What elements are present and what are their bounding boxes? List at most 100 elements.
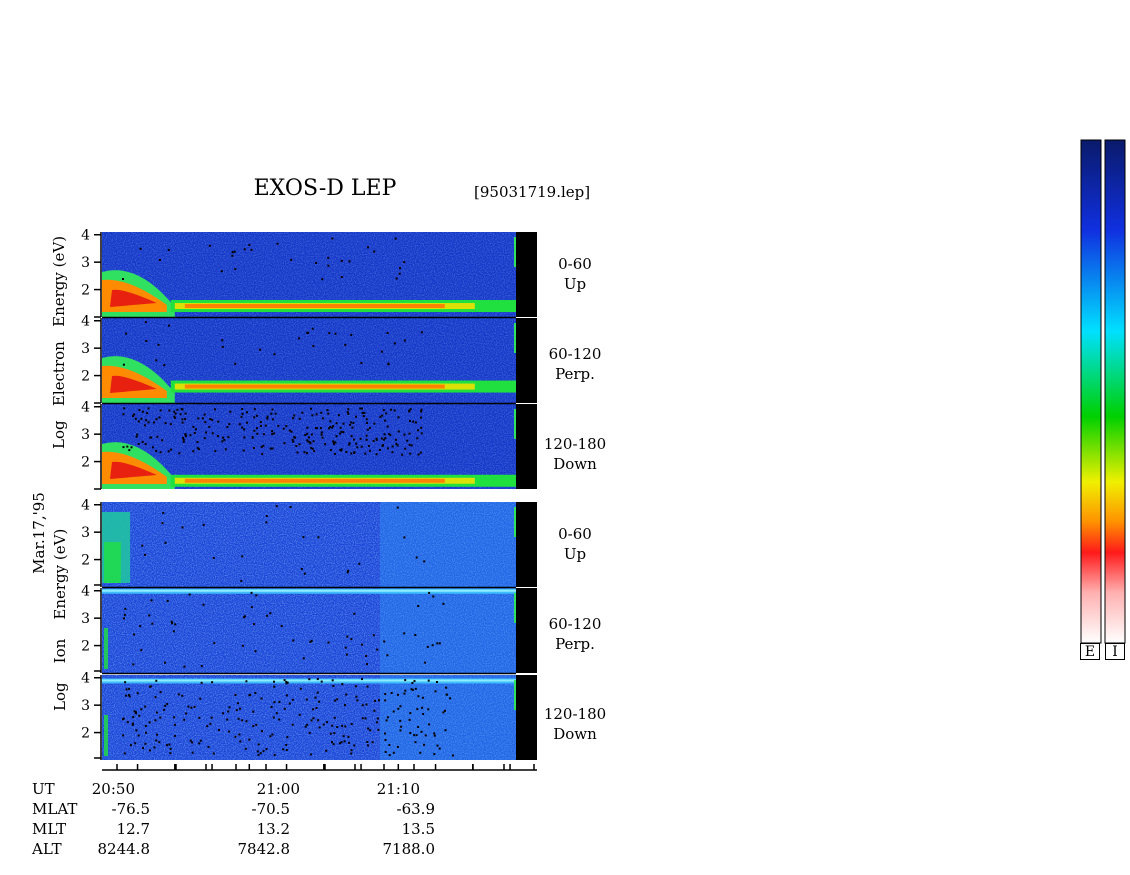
data-dot	[392, 710, 395, 713]
data-dot	[241, 412, 244, 415]
pitch-angle-range: 120-180	[543, 435, 607, 453]
data-dot	[353, 452, 356, 454]
ephemeris-value: -63.9	[396, 800, 435, 818]
data-dot	[365, 655, 368, 657]
data-dot	[325, 721, 328, 724]
ion-energy-axis-label: Log Ion Energy (eV)	[51, 529, 69, 711]
data-dot	[183, 718, 186, 721]
data-dot	[285, 680, 288, 683]
panel-label: 120-180 Down	[535, 704, 615, 744]
data-dot	[390, 692, 393, 694]
data-dot	[421, 696, 424, 699]
data-dot	[344, 725, 347, 728]
data-dot	[270, 412, 273, 415]
data-dot	[409, 452, 412, 455]
data-dot	[282, 748, 285, 751]
y-tick-label: 4	[81, 584, 90, 600]
ephemeris-value: 12.7	[116, 820, 150, 838]
data-dot	[320, 431, 323, 434]
data-dot	[202, 603, 205, 606]
data-dot	[145, 340, 148, 342]
data-dot	[369, 729, 372, 732]
data-dot	[285, 425, 288, 428]
data-dot	[220, 270, 223, 273]
data-dot	[137, 420, 140, 423]
data-dot	[290, 430, 293, 433]
data-dot	[159, 716, 162, 719]
data-dot	[309, 753, 312, 756]
data-dot	[313, 450, 316, 453]
data-dot	[253, 429, 256, 432]
data-dot	[144, 443, 147, 446]
data-dot	[246, 421, 248, 424]
data-dot	[365, 418, 368, 421]
data-dot	[315, 707, 318, 709]
data-dot	[445, 686, 448, 689]
data-dot	[385, 719, 388, 722]
data-dot	[222, 712, 224, 715]
ion-band-core	[102, 679, 516, 682]
data-dot	[431, 644, 434, 647]
data-dot	[271, 447, 274, 450]
data-dot	[211, 432, 214, 435]
direction-label: Down	[553, 455, 597, 473]
data-dot	[329, 426, 332, 428]
data-dot	[312, 717, 315, 720]
data-dot	[212, 557, 215, 559]
data-dot	[131, 722, 134, 725]
data-dot	[122, 734, 125, 737]
data-dot	[256, 427, 258, 430]
data-dot	[355, 695, 358, 698]
data-dot	[351, 426, 354, 429]
data-dot	[384, 751, 387, 753]
data-dot	[168, 743, 171, 746]
data-dot	[238, 423, 241, 426]
data-dot	[327, 256, 330, 259]
data-dot	[349, 423, 352, 426]
data-dot	[253, 408, 256, 411]
data-dot	[173, 716, 176, 719]
data-dot	[436, 642, 439, 645]
data-dot	[241, 426, 244, 429]
data-dot	[123, 752, 126, 755]
data-dot	[399, 267, 401, 270]
data-dot	[158, 259, 161, 261]
data-dot	[155, 739, 158, 742]
data-dot	[306, 452, 308, 455]
data-dot	[231, 254, 234, 257]
panel-label: 120-180 Down	[535, 434, 615, 474]
data-dot	[262, 750, 265, 753]
data-dot	[132, 415, 134, 418]
panel-texture	[102, 588, 516, 673]
data-dot	[195, 428, 197, 431]
data-dot	[201, 417, 204, 420]
data-dot	[169, 423, 172, 426]
data-dot	[333, 716, 336, 719]
data-dot	[140, 417, 143, 420]
data-dot	[341, 683, 344, 686]
data-dot	[135, 729, 138, 732]
data-dot	[334, 441, 337, 444]
data-dot	[318, 726, 321, 729]
data-dot	[271, 433, 274, 436]
data-dot	[316, 678, 319, 681]
data-dot	[122, 363, 125, 366]
data-dot	[190, 706, 193, 709]
data-dot	[257, 753, 260, 756]
data-dot	[126, 445, 129, 448]
data-dot	[289, 506, 292, 508]
data-dot	[423, 743, 425, 746]
data-dot	[173, 410, 176, 413]
data-dot	[234, 693, 237, 696]
data-dot	[240, 415, 243, 418]
data-dot	[259, 421, 262, 423]
data-dot	[307, 331, 310, 334]
data-dot	[127, 694, 130, 697]
panel-datagap	[516, 318, 537, 403]
data-dot	[214, 450, 217, 453]
data-dot	[221, 440, 224, 443]
data-dot	[329, 449, 332, 451]
data-dot	[157, 343, 160, 346]
data-dot	[320, 411, 323, 414]
data-dot	[319, 427, 322, 430]
